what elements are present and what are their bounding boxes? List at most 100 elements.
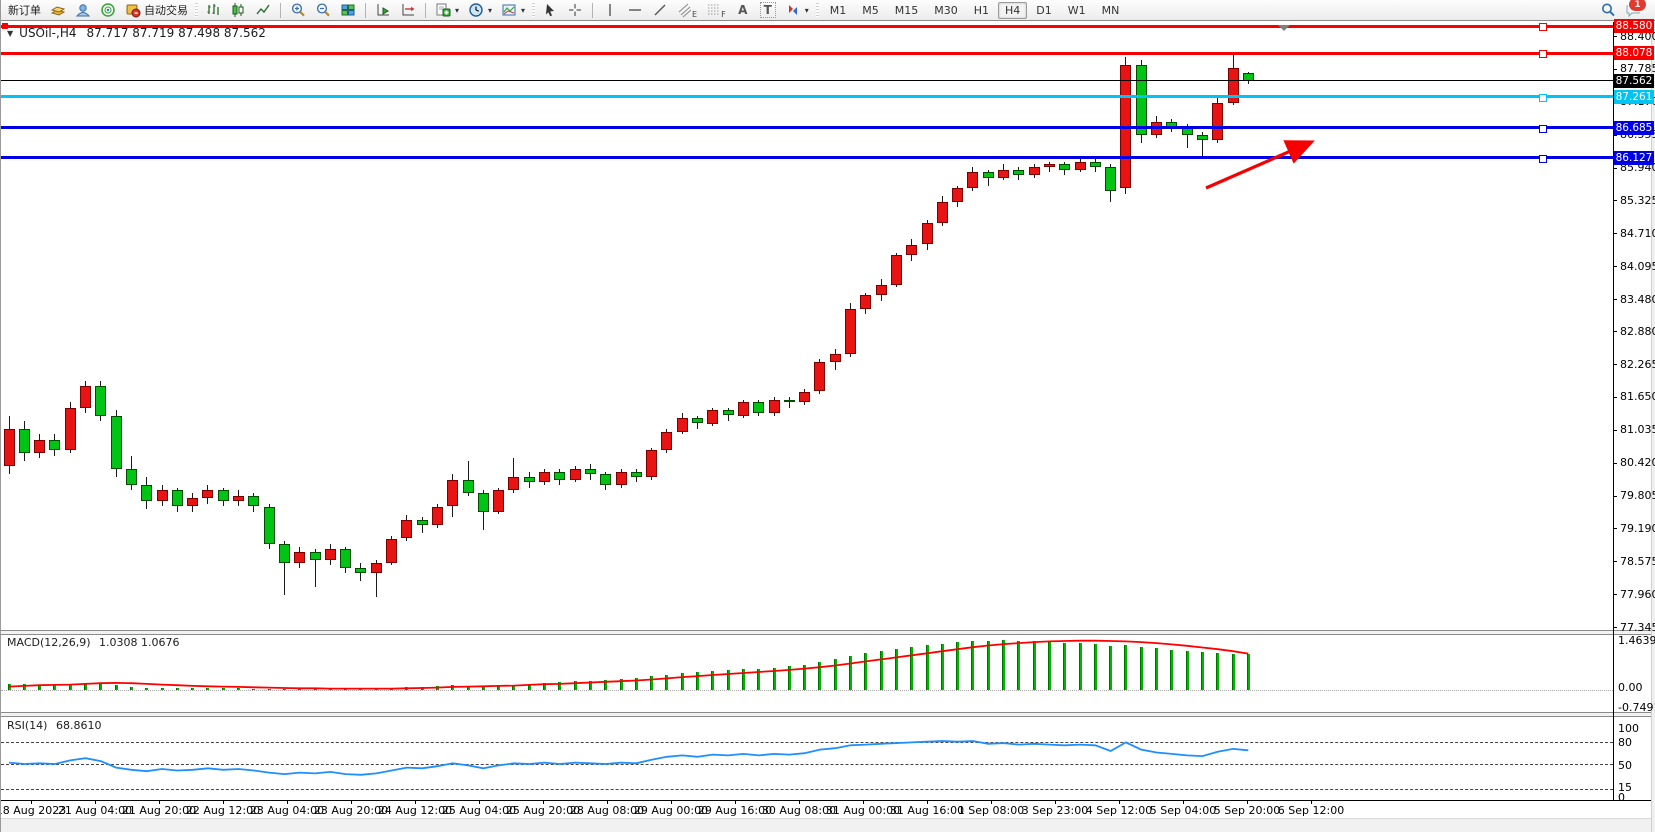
macd-histogram-bar bbox=[956, 642, 960, 690]
search-button[interactable] bbox=[1596, 2, 1620, 19]
candle bbox=[1212, 102, 1224, 141]
time-label: 6 Sep 12:00 bbox=[1277, 804, 1345, 817]
timeframe-w1[interactable]: W1 bbox=[1067, 3, 1086, 17]
auto-scroll-button[interactable] bbox=[371, 2, 395, 19]
macd-histogram-bar bbox=[1109, 645, 1113, 690]
hline-handle[interactable] bbox=[1539, 154, 1547, 163]
market-icon bbox=[50, 2, 66, 18]
macd-histogram-bar bbox=[282, 689, 286, 690]
crosshair-button[interactable] bbox=[563, 2, 587, 19]
macd-histogram-bar bbox=[894, 648, 898, 690]
hline-handle[interactable] bbox=[1539, 50, 1547, 59]
macd-histogram-bar bbox=[543, 682, 546, 690]
price-hline[interactable] bbox=[1, 126, 1613, 130]
chevron-down-icon[interactable]: ▾ bbox=[455, 5, 460, 15]
text-label-button[interactable]: T bbox=[756, 2, 780, 19]
signals-icon bbox=[100, 2, 116, 18]
price-hline[interactable] bbox=[1, 80, 1613, 82]
templates-button[interactable]: ▾ bbox=[497, 2, 529, 19]
rsi-axis-label: 80 bbox=[1618, 736, 1632, 749]
candle bbox=[768, 399, 780, 413]
trendline-button[interactable] bbox=[648, 2, 672, 19]
candlestick-button[interactable] bbox=[226, 2, 250, 19]
candle bbox=[1028, 167, 1040, 175]
macd-histogram-bar bbox=[1078, 643, 1082, 690]
candle bbox=[493, 490, 505, 512]
new-chart-button[interactable]: ▾ bbox=[431, 2, 463, 19]
price-tick bbox=[1613, 396, 1617, 398]
chart-shift-button[interactable] bbox=[396, 2, 420, 19]
notifications-button[interactable]: 1 bbox=[1621, 0, 1647, 19]
timeframe-m30[interactable]: M30 bbox=[934, 3, 958, 17]
macd-histogram-bar bbox=[986, 640, 990, 690]
price-tick bbox=[1613, 299, 1617, 300]
hline-handle[interactable] bbox=[1539, 124, 1547, 133]
community-button[interactable] bbox=[71, 2, 95, 19]
fibonacci-button[interactable]: F bbox=[702, 2, 730, 19]
chevron-down-icon[interactable]: ▾ bbox=[521, 5, 526, 15]
candle bbox=[386, 538, 397, 563]
clock-icon bbox=[468, 2, 484, 18]
chevron-down-icon[interactable]: ▾ bbox=[488, 5, 493, 15]
market-button[interactable] bbox=[46, 2, 70, 19]
bar-chart-button[interactable] bbox=[201, 2, 225, 19]
line-chart-button[interactable] bbox=[251, 2, 275, 19]
chart-shift-marker[interactable] bbox=[1278, 25, 1290, 31]
price-tag: 88.580 bbox=[1614, 19, 1654, 34]
price-tick-label: 79.805 bbox=[1620, 489, 1655, 502]
new-order-button[interactable]: 新订单 bbox=[4, 2, 45, 19]
hline-handle[interactable] bbox=[2, 23, 8, 30]
price-hline[interactable] bbox=[1, 24, 1613, 28]
price-hline[interactable] bbox=[1, 51, 1613, 55]
timeframe-m5[interactable]: M5 bbox=[862, 3, 879, 17]
timeframe-mn[interactable]: MN bbox=[1101, 3, 1120, 17]
pane-separator-macd[interactable] bbox=[1, 630, 1651, 635]
signals-button[interactable] bbox=[96, 2, 120, 19]
auto-trading-button[interactable]: 自动交易 bbox=[121, 2, 192, 19]
candle-wick bbox=[283, 541, 285, 595]
timeframe-h4[interactable]: H4 bbox=[998, 1, 1028, 19]
timeframe-d1[interactable]: D1 bbox=[1036, 3, 1052, 17]
pane-separator-rsi[interactable] bbox=[1, 712, 1651, 717]
horizontal-line-button[interactable] bbox=[623, 2, 647, 19]
candle bbox=[753, 402, 765, 413]
chevron-down-icon[interactable]: ▾ bbox=[804, 5, 809, 15]
rsi-level-line bbox=[1, 742, 1613, 744]
price-hline[interactable] bbox=[1, 95, 1613, 99]
price-tick bbox=[1613, 266, 1617, 268]
timeframe-m15[interactable]: M15 bbox=[894, 3, 919, 17]
timeframe-m1[interactable]: M1 bbox=[829, 3, 847, 17]
rsi-level-line bbox=[1, 764, 1613, 765]
macd-histogram-bar bbox=[741, 669, 745, 690]
macd-histogram-bar bbox=[726, 670, 730, 690]
periods-button[interactable]: ▾ bbox=[464, 2, 496, 19]
price-tag: 88.078 bbox=[1614, 46, 1654, 61]
timeframe-h1[interactable]: H1 bbox=[973, 3, 990, 17]
macd-histogram-bar bbox=[879, 650, 883, 690]
text-button[interactable]: A bbox=[731, 2, 755, 19]
macd-histogram-bar bbox=[1170, 649, 1174, 690]
zoom-out-button[interactable] bbox=[311, 2, 335, 19]
candle bbox=[569, 469, 581, 480]
hline-handle[interactable] bbox=[1539, 93, 1547, 102]
macd-histogram-bar bbox=[1185, 651, 1189, 690]
tile-windows-button[interactable] bbox=[336, 2, 360, 19]
equidistant-channel-button[interactable]: E bbox=[673, 2, 701, 19]
chart-ohlc-values: 87.717 87.719 87.498 87.562 bbox=[86, 26, 266, 40]
time-label: 21 Aug 20:00 bbox=[121, 804, 197, 817]
arrows-button[interactable]: ▾ bbox=[781, 2, 813, 19]
candle bbox=[722, 410, 734, 416]
cursor-button[interactable] bbox=[538, 2, 562, 19]
time-label: 29 Aug 00:00 bbox=[633, 804, 709, 817]
zoom-in-button[interactable] bbox=[286, 2, 310, 19]
price-hline[interactable] bbox=[1, 156, 1613, 159]
chart-title: ▼ USOil-,H4 87.717 87.719 87.498 87.562 bbox=[7, 26, 266, 40]
time-tick bbox=[351, 800, 352, 804]
hline-handle[interactable] bbox=[1539, 23, 1547, 32]
candle bbox=[860, 295, 872, 309]
vertical-line-button[interactable] bbox=[598, 2, 622, 19]
macd-histogram-bar bbox=[298, 689, 302, 690]
chart-collapse-icon[interactable]: ▼ bbox=[7, 28, 14, 38]
macd-histogram-bar bbox=[604, 679, 608, 690]
